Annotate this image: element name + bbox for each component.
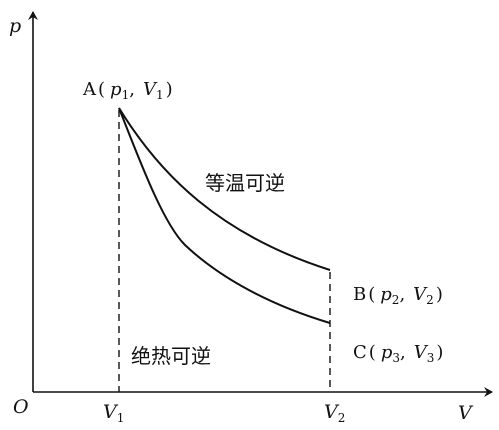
point-a-label: A(p1, V1) (82, 79, 173, 102)
point-b-label: B(p2, V2) (353, 284, 443, 307)
x-tick-v1: V1 (103, 401, 124, 425)
x-axis-label: V (458, 402, 474, 424)
y-axis-label: p (9, 15, 21, 37)
isothermal-label: 等温可逆 (205, 171, 285, 195)
point-c-label: C(p3, V3) (353, 342, 443, 365)
isothermal-curve (118, 107, 331, 271)
origin-label: O (13, 396, 29, 418)
adiabatic-label: 绝热可逆 (131, 344, 211, 368)
x-tick-v2: V2 (324, 401, 345, 425)
adiabatic-curve (118, 107, 331, 324)
